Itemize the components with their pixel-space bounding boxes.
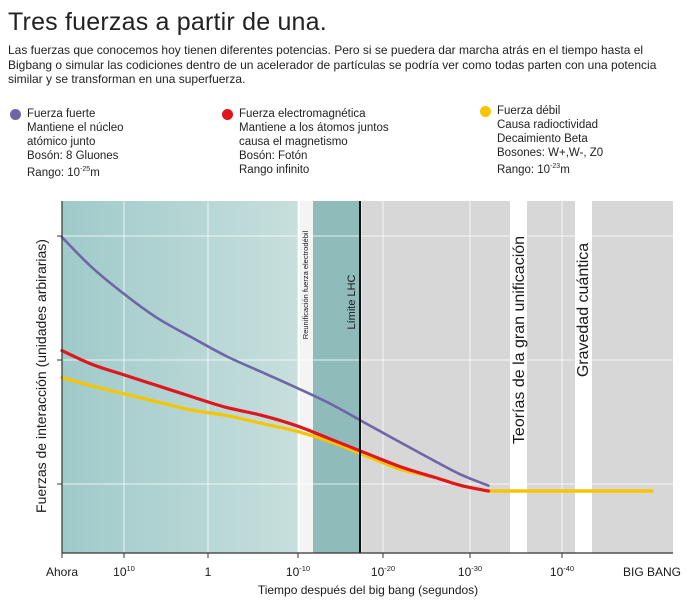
annotation-label: Límite LHC: [346, 274, 358, 329]
legend-range: Rango: 10-23m: [497, 163, 570, 176]
chart-series: [60, 235, 654, 493]
x-tick-label: 1010: [113, 564, 135, 579]
annotation-label: Gravedad cuántica: [575, 243, 592, 377]
tick-base: 10: [371, 565, 385, 579]
x-tick-label: Ahora: [46, 565, 78, 579]
tick-base: 10: [458, 565, 472, 579]
legend-line: Bosones: W+,W-, Z0: [497, 147, 604, 159]
legend-line: Mantiene el núcleo: [27, 122, 124, 134]
tick-exponent: -10: [299, 564, 310, 573]
gap-region: [510, 201, 527, 553]
x-tick-label: BIG BANG: [623, 565, 681, 579]
gut-region: [527, 201, 575, 553]
chart-grid: [62, 201, 673, 553]
annotation-label: Teorías de la gran unificación: [511, 236, 528, 444]
chart-axes: Ahora 1010 1 10-10 10-20 10-30 10-40 BIG BANG: [46, 201, 681, 579]
legend-line: Mantiene a los átomos juntos: [239, 122, 389, 134]
lhc-region: [313, 201, 360, 553]
series-line-1: [60, 349, 490, 493]
chart-annotations: Reunificación fuerza electrodébil Límite …: [301, 201, 592, 553]
x-tick-label: 10-30: [458, 564, 482, 579]
gap-region: [575, 201, 592, 553]
yellow-dot-icon: [480, 106, 491, 117]
legend-line: Bosón: Fotón: [239, 150, 308, 162]
intro-text: Las fuerzas que conocemos hoy tienen dif…: [8, 43, 657, 86]
tick-exponent: -40: [563, 564, 574, 573]
legend-fuerza-debil: Fuerza débil Causa radioctividad Decaimi…: [480, 104, 603, 177]
legend-line: Causa radioctividad: [497, 119, 599, 131]
x-tick-label: 1: [205, 565, 212, 579]
legend-line: causa el magnetismo: [239, 136, 348, 148]
gap-region: [300, 201, 313, 553]
x-tick-label: 10-40: [550, 564, 574, 579]
legend-line: atómico junto: [27, 136, 96, 148]
tick-base: 10: [113, 565, 127, 579]
series-line-0: [60, 235, 490, 487]
legend-line: Bosón: 8 Gluones: [27, 150, 119, 162]
y-axis-label: Fuerzas de interacción (unidades arbirar…: [33, 239, 49, 513]
legend-name: Fuerza fuerte: [27, 108, 96, 120]
qg-region: [592, 201, 673, 553]
tick-base: 10: [286, 565, 300, 579]
red-dot-icon: [222, 109, 233, 120]
tick-exponent: 10: [127, 564, 135, 573]
legend-name: Fuerza electromagnética: [239, 108, 366, 120]
annotation-label: Reunificación fuerza electrodébil: [301, 230, 310, 339]
legend-range: Rango: 10-25m: [27, 166, 100, 179]
legend-fuerza-electromagnetica: Fuerza electromagnética Mantiene a los á…: [222, 107, 389, 177]
reunificacion-region: [62, 201, 298, 553]
page-title: Tres fuerzas a partir de una.: [8, 8, 327, 36]
x-axis-label: Tiempo después del big bang (segundos): [258, 583, 478, 597]
x-tick-label: 10-10: [286, 564, 310, 579]
x-tick-label: 10-20: [371, 564, 395, 579]
legend-fuerza-fuerte: Fuerza fuerte Mantiene el núcleo atómico…: [10, 107, 124, 180]
chart-background: [62, 201, 673, 553]
tick-exponent: -30: [471, 564, 482, 573]
legend-name: Fuerza débil: [497, 105, 561, 117]
tick-exponent: -20: [384, 564, 395, 573]
purple-dot-icon: [10, 109, 21, 120]
legend-line: Decaimiento Beta: [497, 133, 588, 145]
tick-base: 10: [550, 565, 564, 579]
post-lhc-region: [362, 201, 510, 553]
legend-line: Rango infinito: [239, 164, 310, 176]
